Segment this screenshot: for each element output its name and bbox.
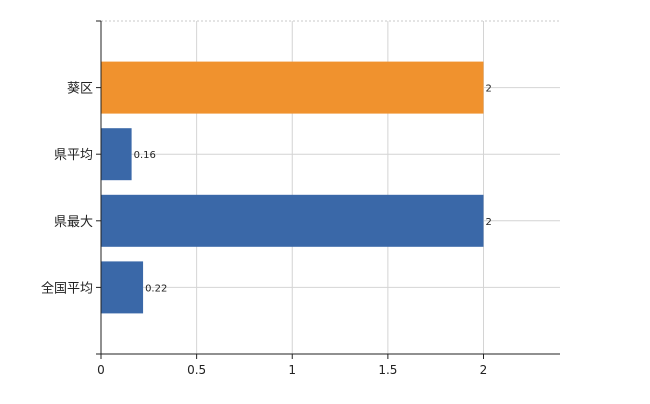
axis-layer xyxy=(96,20,560,359)
data-label-0: 2 xyxy=(486,84,492,95)
bar-layer xyxy=(101,61,484,314)
x-tick-label-4: 2 xyxy=(480,363,488,377)
category-label-1: 県平均 xyxy=(54,148,93,163)
category-label-2: 県最大 xyxy=(54,215,93,230)
x-tick-label-2: 1 xyxy=(288,363,296,377)
x-tick-label-0: 0 xyxy=(97,363,105,377)
data-label-2: 2 xyxy=(486,217,492,228)
category-label-3: 全国平均 xyxy=(41,280,93,296)
bar-1 xyxy=(101,128,132,181)
category-label-0: 葵区 xyxy=(67,82,93,97)
bar-0 xyxy=(101,61,484,114)
data-label-1: 0.16 xyxy=(134,150,156,161)
data-label-3: 0.22 xyxy=(145,283,167,294)
x-tick-label-1: 0.5 xyxy=(187,363,206,377)
x-tick-label-3: 1.5 xyxy=(378,363,397,377)
bar-2 xyxy=(101,194,484,247)
bar-3 xyxy=(101,261,144,314)
